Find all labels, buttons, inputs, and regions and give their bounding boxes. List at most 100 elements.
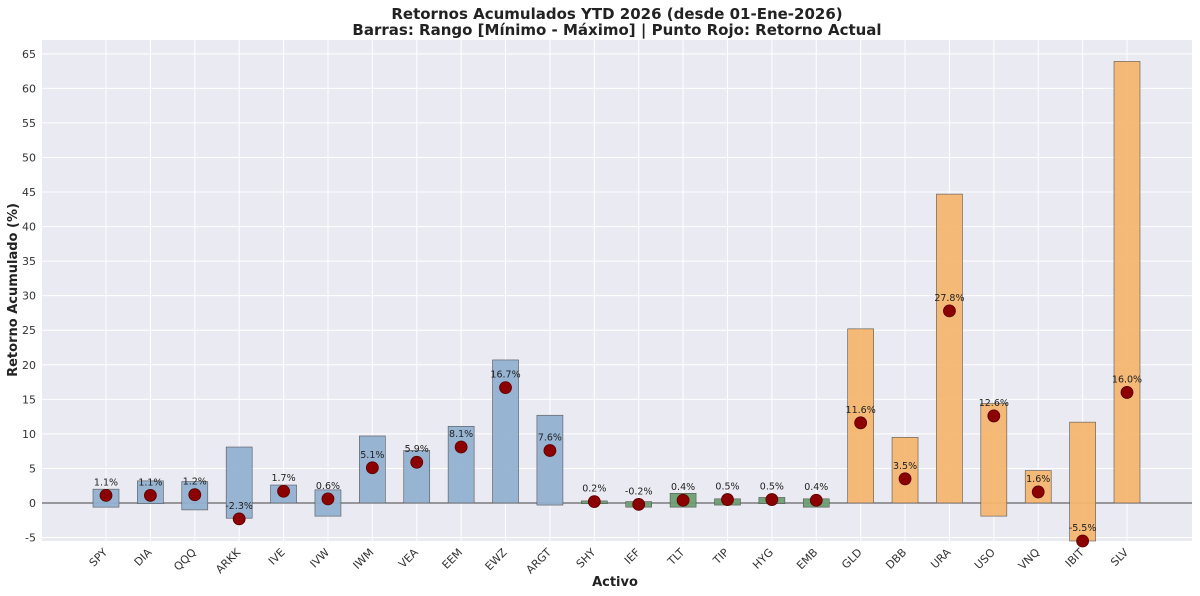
x-tick-label: TLT <box>665 546 688 569</box>
data-label: -0.2% <box>625 486 653 497</box>
current-return-marker <box>277 484 290 498</box>
current-return-marker <box>1076 534 1090 548</box>
x-tick-label: GLD <box>839 546 865 572</box>
current-return-marker <box>587 495 601 509</box>
x-tick-label: IBIT <box>1063 546 1087 570</box>
range-bar <box>536 414 564 506</box>
y-tick-label: 30 <box>22 290 36 303</box>
y-tick-label: 40 <box>22 221 36 234</box>
current-return-marker <box>676 493 690 507</box>
current-return-marker <box>987 409 1001 423</box>
data-label: 0.5% <box>760 482 784 493</box>
data-label: 1.1% <box>94 477 118 488</box>
current-return-marker <box>321 492 335 506</box>
y-tick-label: 60 <box>22 82 36 95</box>
y-tick-label: 50 <box>22 151 36 164</box>
current-return-marker <box>1120 386 1134 399</box>
x-tick-label: USO <box>972 546 998 572</box>
x-axis-label: Activo <box>592 575 638 590</box>
x-tick-label: TIP <box>710 546 732 568</box>
x-tick-label: SPY <box>87 546 111 570</box>
x-tick-label: SHY <box>574 546 599 571</box>
data-label: 27.8% <box>934 293 964 304</box>
data-label: 1.6% <box>1026 474 1050 485</box>
data-label: 12.6% <box>979 398 1009 409</box>
chart-title: Retornos Acumulados YTD 2026 (desde 01-E… <box>391 5 842 23</box>
x-tick-label: URA <box>928 546 954 572</box>
current-return-marker <box>809 493 823 507</box>
y-axis-label: Retorno Acumulado (%) <box>6 203 21 377</box>
x-tick-label: IWM <box>351 546 377 572</box>
current-return-marker <box>543 444 557 457</box>
x-tick-label: QQQ <box>171 546 199 574</box>
x-tick-label: SLV <box>1108 546 1131 569</box>
x-tick-label: VEA <box>396 546 421 571</box>
x-tick-label: EEM <box>440 546 466 572</box>
x-tick-label: IVW <box>308 546 333 571</box>
y-tick-label: 65 <box>22 48 36 61</box>
plot-area: -5 0 5 10 15 20 25 30 35 40 45 50 55 60 65 1.1% 1.1% 1.2%… <box>22 40 1192 576</box>
data-label: 5.1% <box>360 450 384 461</box>
current-return-marker <box>632 497 646 511</box>
data-label: 11.6% <box>846 405 876 416</box>
data-label: -5.5% <box>1069 523 1097 534</box>
y-tick-label: 0 <box>29 497 36 510</box>
data-label: -2.3% <box>225 501 253 512</box>
data-label: 16.0% <box>1112 374 1142 385</box>
y-tick-label: 25 <box>22 324 36 337</box>
current-return-marker <box>898 472 912 486</box>
x-tick-label: ARGT <box>524 546 555 577</box>
x-tick-label: EWZ <box>483 546 510 573</box>
x-tick-label: IVE <box>266 546 288 568</box>
x-tick-label: EMB <box>794 546 820 572</box>
data-label: 1.1% <box>138 477 162 488</box>
y-tick-label: 10 <box>22 428 36 441</box>
current-return-marker <box>1031 485 1045 499</box>
data-label: 5.9% <box>405 444 429 455</box>
current-return-marker <box>454 440 468 454</box>
x-tick-label: VNQ <box>1016 546 1043 573</box>
y-tick-label: 55 <box>22 117 36 130</box>
range-bar <box>1113 61 1141 504</box>
data-label: 0.4% <box>804 482 828 493</box>
y-tick-label: 20 <box>22 359 36 372</box>
current-return-marker <box>188 488 202 502</box>
x-tick-label: DIA <box>132 546 155 569</box>
current-return-marker <box>232 512 246 526</box>
y-tick-label: 35 <box>22 255 36 268</box>
data-label: 0.2% <box>582 484 606 495</box>
data-label: 0.4% <box>671 482 695 493</box>
range-bar <box>891 437 919 504</box>
current-return-marker <box>854 416 868 430</box>
current-return-marker <box>99 488 113 502</box>
range-bar <box>447 425 475 504</box>
range-bar <box>847 328 874 504</box>
y-tick-label: 15 <box>22 393 36 406</box>
range-bar <box>936 193 963 504</box>
data-label: 16.7% <box>490 370 520 381</box>
current-return-marker <box>143 488 157 502</box>
current-return-marker <box>410 455 424 469</box>
chart-subtitle: Barras: Rango [Mínimo - Máximo] | Punto … <box>352 21 881 40</box>
data-label: 0.6% <box>316 481 340 492</box>
current-return-marker <box>365 461 379 475</box>
x-tick-label: ARKK <box>213 545 244 576</box>
current-return-marker <box>943 304 956 318</box>
current-return-marker <box>499 381 512 394</box>
x-tick-label: IEF <box>622 546 643 567</box>
data-label: 8.1% <box>449 429 473 440</box>
data-label: 1.2% <box>183 477 207 488</box>
x-tick-label: DBB <box>883 546 909 572</box>
data-label: 7.6% <box>538 432 562 443</box>
current-return-marker <box>721 493 734 506</box>
x-tick-label: HYG <box>750 546 776 572</box>
current-return-marker <box>765 493 779 506</box>
y-tick-label: -5 <box>25 532 36 545</box>
y-tick-label: 5 <box>29 462 36 475</box>
data-label: 1.7% <box>271 473 295 484</box>
plot-background <box>42 40 1192 541</box>
y-tick-label: 45 <box>22 186 36 199</box>
data-label: 3.5% <box>893 461 917 472</box>
data-label: 0.5% <box>715 482 739 493</box>
